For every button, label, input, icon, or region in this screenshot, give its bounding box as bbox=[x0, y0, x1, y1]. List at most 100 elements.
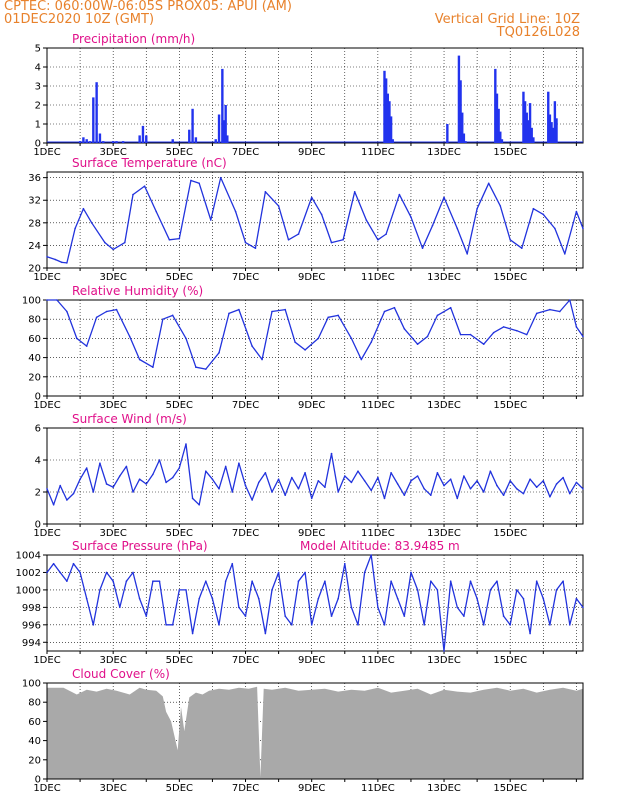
data-point bbox=[499, 205, 502, 207]
panel-frame-top bbox=[46, 682, 584, 780]
data-point bbox=[320, 213, 323, 216]
panel-2: 20 24 28 32 36 1DEC 3DEC 5DEC 7DEC 9DEC 11DEC 13DEC… bbox=[28, 156, 584, 283]
x-tick-label: 9DEC bbox=[298, 147, 325, 158]
data-point bbox=[168, 238, 171, 241]
data-point bbox=[449, 306, 452, 309]
x-tick-label: 15DEC bbox=[493, 528, 527, 539]
data-point bbox=[165, 481, 167, 484]
data-point bbox=[559, 310, 561, 313]
data-point bbox=[99, 462, 101, 465]
data-point bbox=[532, 207, 535, 210]
data-point bbox=[520, 247, 523, 250]
y-tick-label: 20 bbox=[28, 755, 41, 766]
data-point bbox=[542, 480, 545, 482]
x-tick-label: 11DEC bbox=[361, 783, 395, 794]
x-tick-label: 1DEC bbox=[33, 783, 60, 794]
data-point bbox=[403, 328, 406, 330]
data-point bbox=[205, 580, 207, 582]
precip-bar bbox=[499, 131, 502, 143]
data-point bbox=[92, 491, 95, 493]
data-point bbox=[459, 333, 462, 336]
y-tick-label: 1004 bbox=[16, 551, 41, 562]
precip-bar bbox=[462, 133, 466, 143]
data-point bbox=[244, 615, 247, 617]
data-point bbox=[575, 597, 578, 600]
y-tick-label: 0 bbox=[35, 775, 41, 786]
data-point bbox=[185, 443, 187, 445]
data-point bbox=[231, 491, 234, 493]
x-tick-label: 5DEC bbox=[166, 147, 193, 158]
data-point bbox=[377, 238, 379, 241]
data-point bbox=[251, 580, 253, 582]
precip-bar bbox=[555, 118, 558, 143]
data-point bbox=[74, 227, 76, 230]
data-point bbox=[416, 475, 419, 477]
data-point bbox=[198, 504, 200, 506]
data-point bbox=[431, 224, 434, 227]
precip-bar bbox=[224, 105, 227, 143]
y-tick-label: 1002 bbox=[16, 568, 41, 579]
data-point bbox=[430, 494, 432, 497]
data-point bbox=[575, 210, 578, 213]
data-point bbox=[398, 193, 401, 196]
series-line bbox=[46, 443, 584, 506]
data-point bbox=[476, 480, 478, 482]
data-point bbox=[152, 473, 154, 476]
data-point bbox=[82, 207, 85, 210]
precip-bar bbox=[221, 68, 224, 143]
x-tick-label: 1DEC bbox=[33, 272, 60, 283]
precip-bar bbox=[194, 137, 198, 143]
data-point bbox=[198, 597, 200, 600]
data-point bbox=[516, 329, 518, 332]
data-point bbox=[568, 492, 571, 495]
data-point bbox=[294, 341, 296, 344]
data-point bbox=[555, 589, 558, 591]
data-point bbox=[244, 241, 247, 244]
cloud-area bbox=[47, 686, 583, 779]
data-point bbox=[264, 190, 267, 193]
data-point bbox=[377, 606, 379, 609]
data-point bbox=[396, 483, 399, 485]
x-tick-label: 15DEC bbox=[493, 783, 527, 794]
data-point bbox=[112, 248, 114, 251]
data-point bbox=[52, 562, 55, 565]
data-point bbox=[105, 571, 108, 574]
x-tick-label: 11DEC bbox=[361, 400, 395, 411]
data-point bbox=[238, 308, 240, 311]
data-point bbox=[509, 624, 512, 626]
data-point bbox=[277, 478, 280, 481]
data-point bbox=[421, 247, 424, 250]
data-point bbox=[582, 227, 584, 230]
x-tick-label: 5DEC bbox=[166, 655, 193, 666]
precip-bar bbox=[522, 91, 525, 143]
precip-bar bbox=[85, 139, 88, 143]
data-point bbox=[72, 492, 75, 495]
y-tick-label: 998 bbox=[22, 603, 41, 614]
data-point bbox=[337, 491, 339, 493]
data-point bbox=[171, 476, 174, 479]
data-point bbox=[350, 606, 353, 609]
y-tick-label: 3 bbox=[35, 82, 41, 93]
data-point bbox=[564, 253, 566, 255]
precip-bar bbox=[525, 112, 528, 143]
data-point bbox=[522, 492, 525, 495]
panel-frame bbox=[46, 554, 584, 652]
data-point bbox=[251, 345, 253, 347]
data-point bbox=[365, 219, 368, 221]
precip-bar bbox=[214, 139, 217, 143]
data-point bbox=[330, 452, 333, 455]
data-point bbox=[554, 227, 556, 230]
data-point bbox=[342, 238, 344, 241]
data-point bbox=[61, 261, 63, 264]
data-point bbox=[430, 580, 432, 582]
data-point bbox=[99, 589, 101, 591]
data-point bbox=[171, 314, 174, 317]
data-point bbox=[343, 562, 346, 565]
data-point bbox=[66, 262, 68, 264]
data-point bbox=[291, 624, 293, 626]
y-tick-label: 100 bbox=[22, 679, 41, 690]
y-tick-label: 0 bbox=[35, 139, 41, 150]
x-tick-label: 3DEC bbox=[99, 147, 126, 158]
data-point bbox=[198, 182, 200, 185]
